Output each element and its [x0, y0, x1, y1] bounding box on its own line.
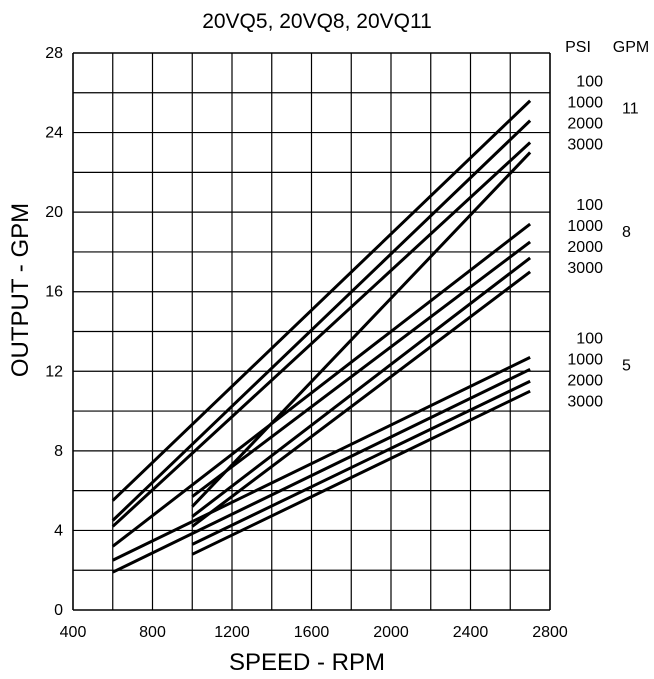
legend-psi-label: 3000: [567, 393, 603, 410]
series-line-8gpm-3000psi: [191, 270, 532, 528]
series-line-5gpm-3000psi: [191, 389, 531, 556]
series-line-8gpm-1000psi: [191, 240, 532, 498]
chart-title: 20VQ5, 20VQ8, 20VQ11: [202, 10, 432, 33]
legend: 100 1000 2000 3000 11 100 1000 2000 3000 8 100 1000…: [567, 74, 638, 411]
series-line-5gpm-100psi: [112, 356, 531, 562]
legend-gpm-label: 8: [622, 224, 631, 241]
x-tick-label: 2400: [453, 624, 489, 641]
legend-psi-label: 2000: [567, 239, 603, 256]
legend-psi-label: 3000: [567, 137, 603, 154]
x-tick-label: 400: [60, 624, 87, 641]
legend-psi-label: 2000: [567, 372, 603, 389]
y-tick-label: 4: [54, 522, 63, 539]
y-tick-label: 12: [45, 363, 63, 380]
legend-psi-label: 100: [576, 330, 603, 347]
grid: [72, 52, 551, 611]
series-line-11gpm-2000psi: [111, 141, 532, 528]
legend-header-gpm: GPM: [613, 39, 649, 56]
x-tick-label: 800: [139, 624, 166, 641]
y-tick-label: 0: [54, 602, 63, 619]
series-line-8gpm-2000psi: [191, 256, 532, 518]
series-line-11gpm-1000psi: [111, 119, 532, 522]
legend-psi-label: 2000: [567, 116, 603, 133]
series-line-11gpm-3000psi: [191, 151, 532, 508]
y-tick-label: 16: [45, 284, 63, 301]
y-axis-label: OUTPUT - GPM: [7, 203, 34, 377]
y-tick-label: 8: [54, 443, 63, 460]
x-axis-label: SPEED - RPM: [229, 649, 385, 676]
legend-gpm-label: 5: [622, 357, 631, 374]
legend-psi-label: 100: [576, 74, 603, 91]
legend-psi-label: 1000: [567, 95, 603, 112]
series-line-8gpm-100psi: [111, 222, 532, 548]
series-line-5gpm-2000psi: [191, 379, 531, 546]
legend-header-psi: PSI: [565, 39, 591, 56]
legend-psi-label: 1000: [567, 218, 603, 235]
legend-psi-label: 1000: [567, 351, 603, 368]
legend-gpm-label: 11: [622, 101, 639, 118]
series-line-11gpm-100psi: [111, 99, 532, 502]
tick-labels: 400 800 1200 1600 2000 2400 2800 0 4 8 12 16 20 24 28: [45, 45, 568, 641]
x-tick-label: 2800: [532, 624, 568, 641]
series-line-5gpm-1000psi: [112, 367, 531, 574]
series-lines: [111, 99, 532, 574]
legend-psi-label: 100: [576, 197, 603, 214]
x-tick-label: 1600: [294, 624, 330, 641]
x-tick-label: 2000: [373, 624, 409, 641]
x-tick-label: 1200: [214, 624, 250, 641]
y-tick-label: 28: [45, 45, 63, 62]
y-tick-label: 20: [45, 204, 63, 221]
legend-psi-label: 3000: [567, 260, 603, 277]
y-tick-label: 24: [45, 125, 63, 142]
